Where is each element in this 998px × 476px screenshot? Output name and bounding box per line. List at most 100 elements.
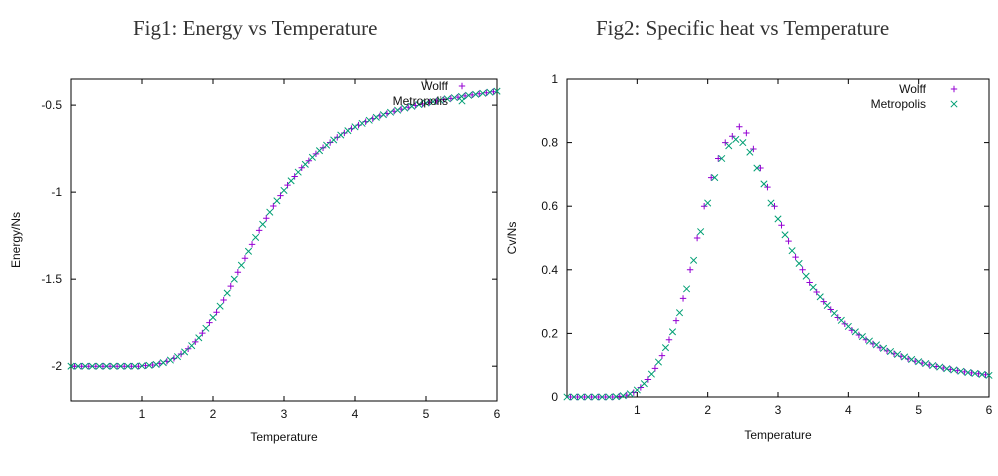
fig2-xtick-label: 3 [775,403,782,417]
fig2-wolff-point [707,174,715,181]
fig2-metropolis-point [690,256,698,264]
fig1-metropolis-point [379,111,387,119]
fig2-metropolis-point [964,368,972,377]
fig1-metropolis-point [259,220,267,228]
fig1-metropolis-point [287,177,295,185]
fig1-wolff-point [135,362,142,370]
fig1-metropolis-point [273,197,281,205]
fig2-plot-frame [566,78,990,398]
fig1-y-axis-title: Energy/Ns [9,212,23,268]
fig1-wolff-point [227,282,234,290]
fig1-metropolis-point [351,123,359,131]
fig2-metropolis-point [879,344,888,352]
fig1-metropolis-point [88,362,96,370]
fig2-metropolis-point [795,259,803,267]
fig1-x-axis-title: Temperature [250,430,318,444]
fig2-metropolis-point [760,180,768,188]
fig1-metropolis-point [95,362,103,370]
fig1-metropolis-point [280,186,288,194]
fig1-metropolis-point [465,91,473,99]
fig2-series-wolff [567,123,989,401]
fig1-wolff-point [234,269,242,276]
fig2-metropolis-point [844,322,852,330]
fig2-metropolis-point [654,358,662,366]
fig1-wolff-point [184,345,192,352]
fig1-wolff-point [298,164,305,171]
fig2-metropolis-point [922,360,930,368]
fig2-metropolis-point [675,309,684,317]
fig1-metropolis-point [266,208,274,216]
fig1-metropolis-point [202,324,210,332]
fig2-metropolis-point [570,393,578,401]
fig1-metropolis-point [315,147,324,155]
fig1-xtick-label: 5 [423,407,430,421]
fig2-metropolis-point [739,139,747,147]
fig2-wolff-point [961,368,968,376]
fig1-legend-label-wolff: Wolff [421,79,449,93]
fig1-legend-label-metropolis: Metropolis [393,94,448,108]
fig2-wolff-point [616,393,623,400]
fig2-metropolis-point [978,370,986,378]
fig2-ytick-label: 0.6 [541,199,558,213]
fig1-wolff-point [78,362,85,370]
fig2-metropolis-point [886,347,895,356]
fig1-ytick-label: -2 [51,359,62,373]
fig2-metropolis-point [901,353,909,361]
fig1-series-metropolis [67,87,501,370]
fig1-wolff-point [433,97,440,105]
fig2-xtick-label: 5 [915,403,922,417]
fig1-wolff-point [213,309,220,316]
fig1-wolff-point [220,296,227,304]
fig2-metropolis-point [619,392,627,400]
fig2-wolff-point [693,234,701,242]
fig2-wolff-point [679,295,687,302]
fig1-metropolis-point [188,342,196,350]
fig2-ytick-label: 0.2 [541,326,558,340]
fig1-metropolis-point [429,98,437,106]
fig2-metropolis-point [591,393,599,401]
fig2-wolff-point [820,298,827,305]
fig2-y-axis-title: Cv/Ns [505,222,519,255]
fig2-wolff-point [686,266,694,273]
fig1-wolff-point [447,95,455,102]
fig2-wolff-point [602,393,609,401]
fig1-legend-marker-wolff [458,82,466,90]
fig1-wolff-point [326,139,334,146]
fig2-metropolis-point [640,380,648,388]
fig2-wolff-point [883,347,891,355]
fig2-wolff-point [750,145,757,153]
fig2-metropolis-point [915,358,923,366]
fig1-metropolis-point [415,101,423,109]
fig2-metropolis-point [830,309,838,317]
fig1-metropolis-point [344,127,352,135]
fig1-wolff-point [142,362,149,369]
fig2-wolff-point [841,320,849,328]
fig1-wolff-point [319,144,327,151]
fig2-wolff-point [588,393,595,401]
fig2-wolff-point [771,203,778,210]
fig2-metropolis-point [943,365,951,373]
fig2-wolff-point [644,376,652,383]
fig2-metropolis-point [725,142,733,150]
fig2-metropolis-point [605,393,613,401]
fig2-metropolis-point [732,135,740,143]
fig1-wolff-point [248,241,256,248]
fig2-wolff-point [665,336,673,343]
fig1-wolff-point [476,90,483,97]
fig1-wolff-point [305,157,313,165]
fig2-wolff-point [975,370,982,377]
fig2-x-axis-title: Temperature [744,428,812,442]
fig2-wolff-point [968,369,975,377]
fig2-ytick-label: 1 [551,72,558,86]
fig2-metropolis-point [718,154,726,163]
fig1-wolff-point [277,192,284,199]
fig2-metropolis-point [746,148,754,156]
fig2-series-metropolis [563,135,993,401]
fig1-metropolis-point [301,160,309,168]
fig2-wolff-point [595,393,602,401]
fig1-xtick-label: 2 [210,407,217,421]
fig1-wolff-point [284,181,291,189]
fig2-metropolis-point [788,247,796,255]
fig1-metropolis-point [230,275,238,283]
fig1-metropolis-point [493,87,501,95]
